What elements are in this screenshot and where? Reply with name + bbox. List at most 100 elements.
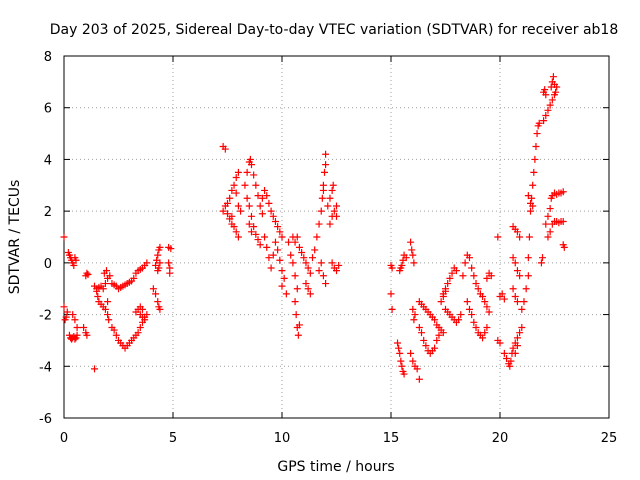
data-point — [470, 272, 478, 280]
data-point — [315, 220, 323, 228]
data-point — [468, 311, 476, 319]
data-point — [261, 186, 269, 194]
data-point — [261, 233, 269, 241]
data-point — [246, 155, 254, 163]
data-point — [506, 362, 514, 370]
data-point — [154, 251, 162, 259]
data-point — [232, 228, 240, 236]
data-point — [143, 259, 151, 267]
data-point — [254, 236, 262, 244]
data-point — [304, 285, 312, 293]
data-point — [136, 324, 144, 331]
data-point — [292, 311, 300, 319]
data-point — [265, 254, 273, 262]
data-point — [500, 295, 508, 303]
data-point — [455, 316, 463, 324]
data-point — [167, 245, 175, 253]
data-point — [130, 274, 138, 282]
data-point — [247, 212, 255, 220]
data-point — [496, 339, 504, 347]
data-point — [546, 101, 554, 109]
data-point — [84, 270, 92, 278]
data-point — [459, 272, 467, 280]
data-point — [479, 334, 487, 342]
data-point — [322, 150, 330, 158]
data-point — [525, 233, 533, 241]
data-point — [322, 161, 330, 169]
data-point — [321, 168, 329, 176]
data-point — [402, 254, 410, 262]
data-point — [243, 168, 251, 176]
x-tick-label: 0 — [60, 431, 68, 446]
data-point — [398, 362, 406, 370]
data-point — [293, 233, 301, 241]
data-point — [413, 365, 421, 373]
data-point — [278, 267, 286, 275]
data-point — [409, 251, 417, 259]
data-point — [544, 212, 552, 220]
data-point — [156, 243, 164, 251]
data-point — [410, 316, 418, 324]
data-point — [106, 272, 114, 280]
data-point — [433, 336, 441, 344]
data-point — [285, 238, 293, 246]
data-point — [224, 210, 231, 218]
data-point — [329, 181, 337, 189]
data-point — [83, 331, 91, 339]
data-point — [394, 339, 402, 347]
data-point — [302, 259, 310, 267]
data-point — [444, 280, 452, 288]
data-point — [152, 290, 160, 298]
data-point — [388, 264, 396, 272]
data-point — [83, 269, 91, 277]
y-tick-label: 6 — [44, 102, 52, 117]
data-point — [513, 298, 521, 306]
data-point — [400, 370, 408, 378]
data-point — [481, 329, 489, 337]
data-point — [101, 305, 109, 313]
data-point — [328, 186, 336, 194]
data-point — [166, 269, 174, 277]
data-point — [544, 233, 552, 241]
data-point — [263, 243, 271, 251]
data-point — [110, 326, 118, 334]
y-tick-label: -2 — [39, 309, 52, 324]
data-point — [291, 238, 299, 246]
y-tick-labels: -6 -4 -2 0 2 4 6 8 — [39, 50, 52, 427]
y-tick-label: -6 — [39, 412, 52, 427]
data-point — [317, 259, 325, 267]
data-point — [396, 349, 404, 357]
data-point — [278, 282, 286, 290]
data-point — [104, 311, 112, 319]
data-point — [422, 342, 430, 350]
data-point — [560, 243, 568, 251]
data-point — [513, 267, 521, 275]
data-point — [522, 285, 530, 293]
data-point — [112, 331, 120, 339]
data-point — [387, 290, 395, 298]
data-point — [269, 212, 277, 220]
data-point — [529, 181, 537, 189]
data-point — [465, 254, 473, 262]
data-point — [539, 254, 547, 262]
data-point — [472, 280, 480, 288]
data-point — [407, 238, 415, 246]
data-point — [503, 355, 511, 363]
data-point — [317, 207, 325, 215]
data-point — [516, 233, 524, 241]
data-point — [333, 202, 340, 210]
data-point — [271, 238, 279, 246]
data-point — [291, 272, 299, 280]
data-point — [509, 344, 517, 352]
data-point — [468, 264, 476, 272]
data-point — [511, 292, 519, 300]
data-point — [63, 308, 71, 316]
data-point — [411, 311, 419, 319]
data-point — [311, 246, 319, 254]
data-point — [232, 174, 240, 182]
data-point — [518, 305, 526, 313]
data-point — [230, 181, 238, 189]
data-point — [73, 331, 81, 339]
data-point — [457, 311, 465, 319]
data-point — [104, 298, 112, 306]
